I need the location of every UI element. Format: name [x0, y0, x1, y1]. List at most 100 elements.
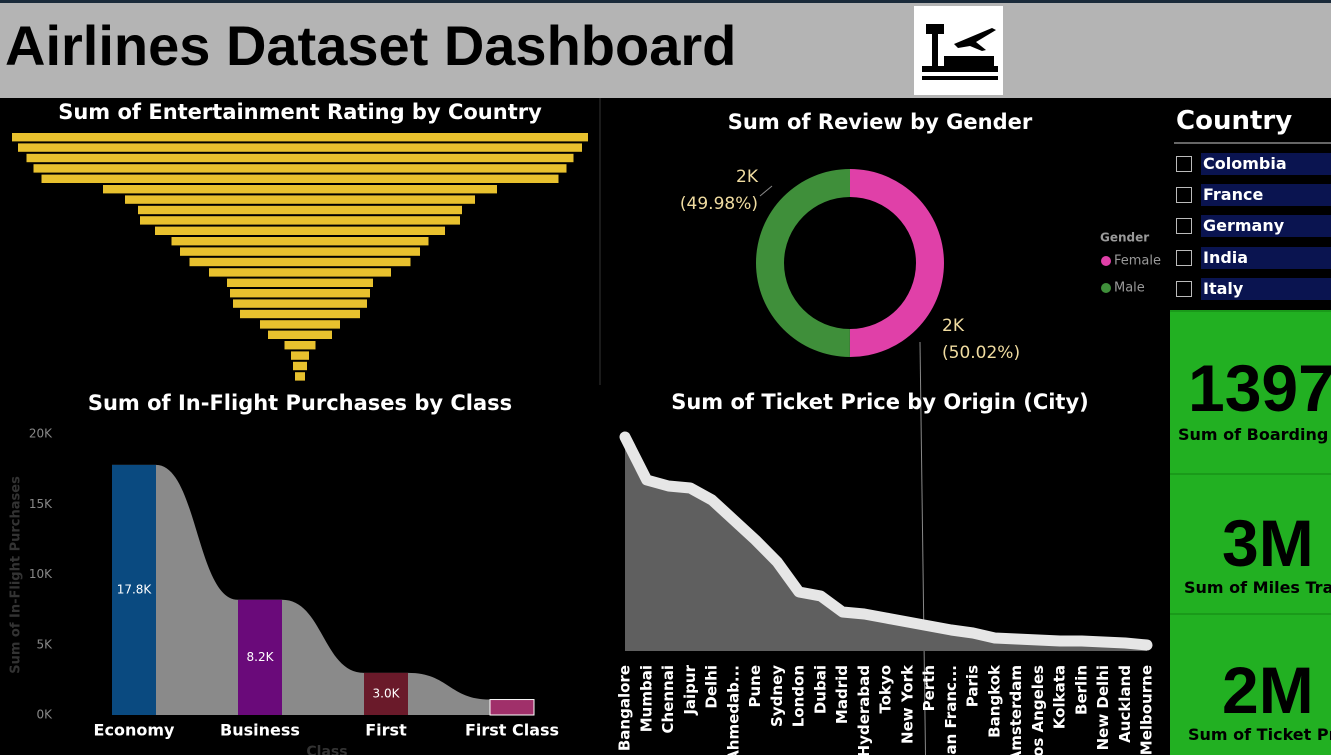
- funnel-bar: [125, 195, 475, 204]
- legend-marker: [1101, 256, 1111, 266]
- slicer-item-label: Germany: [1201, 215, 1331, 238]
- leader-line: [759, 185, 773, 197]
- funnel-bar: [26, 153, 574, 163]
- x-tick-label: New York: [898, 664, 916, 744]
- slicer-item[interactable]: Italy: [1176, 277, 1331, 302]
- kpi-value: 2M: [1222, 653, 1314, 727]
- funnel-bar: [189, 257, 411, 267]
- slicer-item-label: France: [1201, 184, 1331, 207]
- checkbox[interactable]: [1176, 249, 1192, 266]
- slicer-item[interactable]: Germany: [1176, 215, 1331, 239]
- x-tick-label: Auckland: [1116, 665, 1134, 743]
- funnel-bar: [103, 185, 497, 194]
- funnel-bar: [18, 143, 582, 152]
- x-tick-label: Jaipur: [681, 664, 699, 715]
- funnel-bar: [240, 309, 360, 319]
- slicer-title: Country: [1173, 106, 1331, 144]
- x-tick-label: Madrid: [833, 665, 851, 724]
- y-axis-title: Sum of In-Flight Purchases: [9, 476, 24, 674]
- funnel-bar: [260, 320, 340, 329]
- kpi-value: 3M: [1222, 506, 1314, 580]
- x-tick-label: San Franc...: [942, 665, 960, 755]
- slicer-item-label: India: [1201, 246, 1331, 269]
- ribbon: [112, 464, 534, 715]
- kpi-label: Sum of Ticket Pr: [1188, 725, 1331, 744]
- slicer-item-label: Italy: [1201, 277, 1331, 300]
- x-tick-label: Los Angeles: [1029, 665, 1047, 755]
- x-tick-label: Perth: [920, 665, 938, 711]
- kpi-label: Sum of Boarding G: [1178, 425, 1331, 444]
- line: [619, 431, 1153, 651]
- funnel-bar: [227, 278, 373, 287]
- x-tick-label: Berlin: [1072, 665, 1090, 715]
- x-tick-label: Paris: [964, 665, 982, 707]
- x-tick-label: Dubai: [811, 665, 829, 714]
- checkbox[interactable]: [1176, 280, 1192, 297]
- x-tick-label: First: [365, 721, 407, 740]
- kpi-card: 1397 Sum of Boarding G: [1170, 310, 1331, 473]
- legend-marker: [1101, 283, 1111, 293]
- value-label: 8.2K: [247, 650, 275, 664]
- bar: [489, 699, 535, 716]
- funnel-bar: [268, 330, 332, 339]
- funnel-bar: [230, 289, 370, 298]
- x-tick-label: Ahmedab...: [724, 665, 742, 755]
- area: [625, 437, 1147, 651]
- y-tick-label: 0K: [36, 708, 53, 722]
- amount-label: 2K: [736, 167, 759, 187]
- funnel-bar: [155, 226, 445, 235]
- y-tick-label: 10K: [29, 567, 53, 581]
- icon-graphic: [922, 24, 998, 80]
- x-axis-title: Class: [306, 744, 347, 755]
- kpi-card: 2M Sum of Ticket Pr: [1170, 613, 1331, 755]
- chart-title: Sum of Review by Gender: [728, 110, 1033, 134]
- funnel-bar: [293, 361, 307, 371]
- funnel-bar: [233, 299, 367, 308]
- funnel-bar: [12, 133, 588, 142]
- donut-slice: [755, 169, 850, 357]
- funnel-bar: [295, 372, 305, 381]
- chart-title: Sum of Entertainment Rating by Country: [58, 100, 542, 124]
- funnel-bar: [171, 237, 429, 246]
- funnel-bar: [291, 351, 309, 360]
- slicer-item[interactable]: India: [1176, 246, 1331, 271]
- slicer-item[interactable]: France: [1176, 184, 1331, 208]
- funnel-bar: [138, 205, 462, 215]
- kpi-label: Sum of Miles Trave: [1184, 578, 1331, 597]
- legend-label: Male: [1114, 281, 1145, 296]
- x-tick-label: First Class: [465, 721, 559, 740]
- dashboard-title: Airlines Dataset Dashboard: [5, 14, 737, 77]
- charts: Sum of Entertainment Rating by Country Su…: [9, 98, 1161, 755]
- x-tick-label: London: [790, 665, 808, 727]
- kpi-value: 1397: [1188, 351, 1331, 425]
- checkbox[interactable]: [1176, 187, 1192, 204]
- bar: [238, 599, 282, 715]
- checkbox[interactable]: [1176, 218, 1192, 235]
- legend-label: Female: [1114, 254, 1161, 269]
- airport-icon: [914, 6, 1003, 95]
- funnel-bar: [140, 216, 460, 225]
- percent-label: (49.98%): [680, 194, 758, 214]
- x-tick-label: Kolkata: [1051, 665, 1069, 729]
- checkbox[interactable]: [1176, 156, 1192, 172]
- x-tick-label: Mumbai: [637, 665, 655, 732]
- x-tick-label: Melbourne: [1138, 665, 1156, 755]
- x-tick-label: Pune: [746, 665, 764, 708]
- amount-label: 2K: [942, 316, 965, 336]
- x-tick-label: Tokyo: [877, 665, 895, 714]
- country-slicer: Country Colombia France Germany India Italy: [1170, 100, 1331, 310]
- y-tick-label: 5K: [36, 637, 53, 651]
- percent-label: (50.02%): [942, 343, 1020, 363]
- x-tick-label: Sydney: [768, 665, 786, 727]
- funnel-bar: [33, 164, 567, 173]
- x-tick-label: Bangkok: [985, 664, 1003, 738]
- x-tick-label: Amsterdam: [1007, 665, 1025, 755]
- slicer-item[interactable]: Colombia: [1176, 153, 1331, 177]
- x-tick-label: Chennai: [659, 665, 677, 733]
- value-label: 3.0K: [373, 686, 401, 700]
- funnel-bar: [209, 268, 391, 277]
- x-tick-label: Bangalore: [616, 665, 634, 751]
- header: Airlines Dataset Dashboard: [0, 0, 1331, 98]
- value-label: 17.8K: [117, 582, 153, 596]
